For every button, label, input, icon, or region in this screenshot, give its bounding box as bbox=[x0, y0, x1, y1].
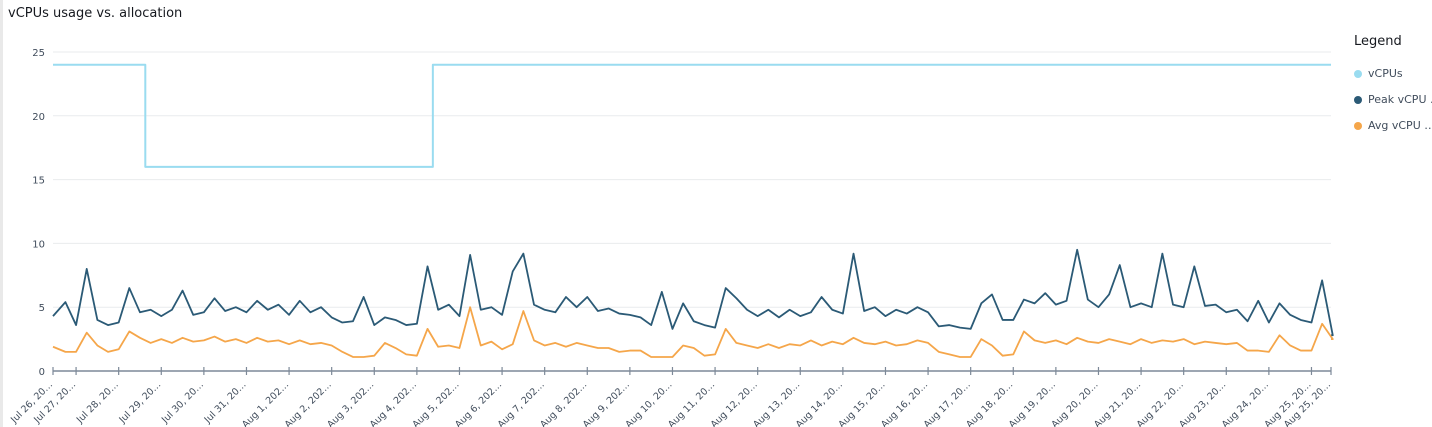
y-tick-label: 25 bbox=[32, 48, 45, 59]
legend-label: vCPUs bbox=[1368, 67, 1403, 80]
y-tick-label: 20 bbox=[32, 112, 45, 123]
y-tick-label: 15 bbox=[32, 176, 45, 187]
legend-title: Legend bbox=[1354, 34, 1402, 49]
panel-border bbox=[0, 0, 3, 427]
x-tick-label: Jul 31, 20… bbox=[202, 379, 249, 426]
legend-label: Peak vCPU … bbox=[1368, 93, 1432, 106]
legend-dot-icon bbox=[1354, 95, 1362, 104]
legend: Legend vCPUs Peak vCPU … Avg vCPU … bbox=[1354, 34, 1432, 145]
y-tick-label: 5 bbox=[39, 303, 45, 314]
legend-item-vcpus[interactable]: vCPUs bbox=[1354, 67, 1432, 80]
legend-label: Avg vCPU … bbox=[1368, 119, 1432, 132]
y-tick-label: 0 bbox=[39, 367, 45, 378]
x-tick-label: Jul 30, 20… bbox=[159, 379, 206, 426]
series-line-avg-vcpu bbox=[52, 306, 1334, 358]
legend-item-peak[interactable]: Peak vCPU … bbox=[1354, 93, 1432, 106]
x-tick-label: Jul 29, 20… bbox=[117, 379, 164, 426]
legend-item-avg[interactable]: Avg vCPU … bbox=[1354, 119, 1432, 132]
chart-title: vCPUs usage vs. allocation bbox=[8, 6, 183, 21]
legend-dot-icon bbox=[1354, 69, 1362, 78]
y-tick-label: 10 bbox=[32, 239, 45, 250]
series-line-peak-vcpu bbox=[52, 248, 1334, 337]
x-tick-label: Jul 28, 20… bbox=[74, 379, 121, 426]
legend-dot-icon bbox=[1354, 121, 1362, 130]
